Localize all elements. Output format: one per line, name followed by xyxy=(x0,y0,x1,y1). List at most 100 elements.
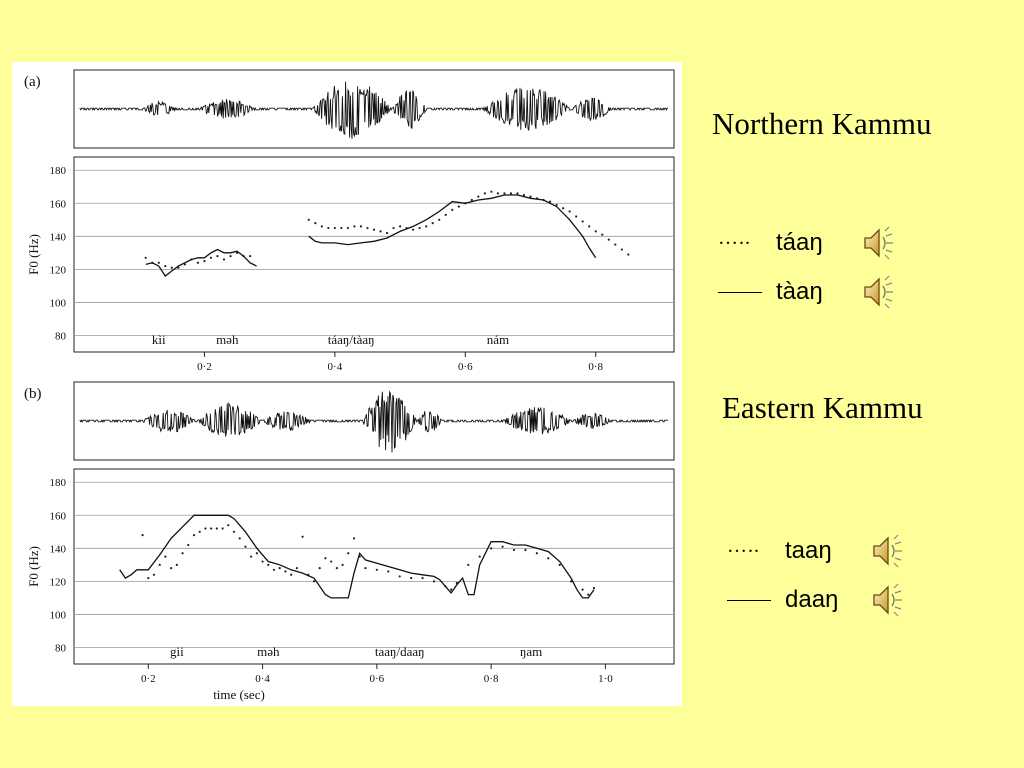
series-dotted-point xyxy=(267,563,270,566)
y-tick-label: 80 xyxy=(55,330,67,342)
series-dotted-point xyxy=(421,576,424,580)
series-dotted-point xyxy=(522,193,526,197)
series-dotted-point xyxy=(490,547,493,550)
y-tick-label: 100 xyxy=(50,609,67,621)
series-dotted-point xyxy=(509,192,513,195)
series-dotted-point xyxy=(330,560,333,563)
series-dotted-point xyxy=(164,555,167,558)
series-dotted-point xyxy=(568,210,571,213)
series-dotted-point xyxy=(592,586,596,590)
series-solid-line xyxy=(308,194,597,259)
series-dotted-point xyxy=(412,228,415,231)
x-tick-label: 0·4 xyxy=(328,361,343,373)
series-dotted-point xyxy=(340,226,343,230)
y-tick-label: 180 xyxy=(50,477,67,489)
panel-label: (b) xyxy=(24,386,42,402)
series-dotted-point xyxy=(261,560,264,563)
series-dotted-point xyxy=(555,203,558,207)
series-dotted-point xyxy=(601,233,604,236)
series-dotted-point xyxy=(181,552,184,555)
series-dotted-point xyxy=(594,230,597,233)
syllable-label: məh xyxy=(216,332,239,347)
x-tick-label: 0·6 xyxy=(370,673,385,685)
series-dotted-point xyxy=(301,535,304,538)
syllable-label: nám xyxy=(487,332,509,347)
y-tick-label: 180 xyxy=(50,165,67,177)
series-dotted-point xyxy=(144,256,147,259)
series-dotted-point xyxy=(535,552,538,555)
series-dotted-point xyxy=(187,543,190,547)
series-dotted-point xyxy=(548,200,552,203)
series-dotted-point xyxy=(524,548,527,552)
x-tick-label: 0·4 xyxy=(255,673,270,685)
speaker-icon[interactable] xyxy=(860,225,896,261)
series-dotted-point xyxy=(320,225,323,228)
series-dotted-point xyxy=(516,192,519,195)
series-dotted-point xyxy=(478,555,481,558)
word-taan-high: táaŋ xyxy=(776,229,823,256)
series-dotted-point xyxy=(335,567,338,570)
speaker-icon[interactable] xyxy=(869,582,905,618)
series-dotted-point xyxy=(295,567,298,570)
chart-panel-0: (a) 80 100 120 140 160 180 F0 (Hz) 0·2 0·4 0·6 0·8 k… xyxy=(24,74,675,373)
series-dotted-point xyxy=(170,266,173,269)
eastern-kammu-title: Eastern Kammu xyxy=(722,390,923,425)
series-dotted-point xyxy=(198,530,201,533)
series-dotted-point xyxy=(379,230,382,233)
speaker-icon[interactable] xyxy=(860,274,896,310)
series-dotted-point xyxy=(238,537,241,540)
series-dotted-point xyxy=(547,557,550,560)
series-dotted-point xyxy=(141,534,144,537)
solid-line-marker xyxy=(727,599,771,601)
series-dotted-point xyxy=(341,563,344,566)
x-tick-label: 0·2 xyxy=(197,361,212,373)
series-solid-line xyxy=(119,514,595,599)
series-dotted-point xyxy=(501,545,504,548)
series-dotted-point xyxy=(490,190,493,193)
series-dotted-point xyxy=(581,220,584,223)
series-dotted-point xyxy=(204,527,207,530)
series-dotted-point xyxy=(221,527,224,530)
syllable-label: gii xyxy=(170,644,184,659)
y-tick-label: 100 xyxy=(50,297,67,309)
x-tick-label: 0·8 xyxy=(588,361,603,373)
series-dotted-point xyxy=(627,253,630,256)
series-dotted-point xyxy=(477,195,480,198)
legend-row-eastern-dotted: ….. taaŋ xyxy=(727,533,905,569)
series-dotted-point xyxy=(327,226,330,230)
x-tick-label: 0·2 xyxy=(141,673,156,685)
series-dotted-point xyxy=(216,255,219,258)
series-solid-line xyxy=(145,248,257,277)
series-dotted-point xyxy=(432,580,436,583)
series-dotted-point xyxy=(496,192,500,195)
series-dotted-point xyxy=(483,192,486,195)
series-dotted-point xyxy=(210,527,213,530)
series-dotted-point xyxy=(431,222,434,225)
y-axis-label: F0 (Hz) xyxy=(26,546,41,587)
series-dotted-point xyxy=(607,238,610,241)
word-daan: daaŋ xyxy=(785,586,839,613)
series-dotted-point xyxy=(467,563,470,566)
series-dotted-point xyxy=(353,225,356,228)
syllable-label: táaŋ/tàaŋ xyxy=(328,332,375,347)
series-dotted-point xyxy=(222,258,226,261)
series-dotted-point xyxy=(503,192,506,195)
x-tick-label: 1·0 xyxy=(598,673,613,685)
y-tick-label: 120 xyxy=(50,576,67,588)
series-dotted-point xyxy=(227,524,230,527)
series-dotted-point xyxy=(272,568,276,571)
series-dotted-point xyxy=(203,260,206,263)
series-dotted-point xyxy=(314,222,317,225)
series-dotted-point xyxy=(346,226,350,230)
series-dotted-point xyxy=(614,243,617,246)
dotted-line-marker: ….. xyxy=(718,226,751,249)
series-dotted-point xyxy=(410,576,413,580)
waveform-trace xyxy=(79,390,668,453)
y-tick-label: 160 xyxy=(50,510,67,522)
speaker-icon[interactable] xyxy=(869,533,905,569)
series-dotted-point xyxy=(444,213,447,216)
legend-row-northern-solid: tàaŋ xyxy=(718,274,896,310)
series-dotted-point xyxy=(372,228,376,231)
series-dotted-point xyxy=(209,256,213,259)
series-dotted-point xyxy=(318,567,321,570)
